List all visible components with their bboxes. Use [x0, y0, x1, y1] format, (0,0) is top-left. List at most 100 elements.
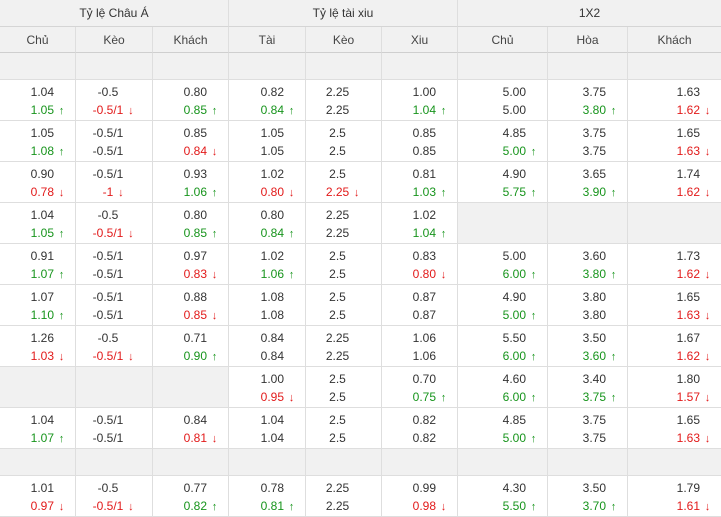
opening-odds-value: 2.5: [306, 124, 381, 142]
odds-text: 0.77: [183, 481, 207, 495]
current-odds-value: 1.06 ↑: [153, 183, 228, 201]
current-odds-value: 0.90 ↑: [153, 347, 228, 365]
odds-cell: 2.25 2.25: [306, 476, 382, 517]
current-odds-value: 5.00 ↑: [458, 306, 547, 324]
opening-odds-value: 1.80: [628, 370, 721, 388]
odds-text: 1.74: [676, 167, 700, 181]
odds-text: 0.81: [183, 431, 207, 445]
current-odds-value: 1.04 ↑: [382, 101, 457, 119]
opening-odds-value: -0.5: [76, 329, 152, 347]
odds-text: 1.63: [676, 85, 700, 99]
odds-text: 3.60: [582, 349, 606, 363]
odds-cell: 2.25 2.25: [306, 80, 382, 121]
odds-text: 0.83: [183, 267, 207, 281]
odds-cell: -0.5/1 -0.5/1: [76, 121, 153, 162]
arrow-up-icon: ↑: [58, 433, 65, 445]
current-odds-value: 3.75 ↑: [548, 388, 627, 406]
current-odds-value: 1.07 ↑: [0, 429, 75, 447]
arrow-up-icon: ↑: [288, 269, 295, 281]
arrow-down-icon: ↓: [211, 146, 218, 158]
odds-cell: 0.82 0.82: [382, 408, 458, 449]
odds-text: 1.02: [412, 208, 436, 222]
current-odds-value: 1.08 ↑: [0, 142, 75, 160]
odds-cell: 1.04 1.05 ↑: [0, 80, 76, 121]
odds-text: 1.04: [30, 208, 54, 222]
current-odds-value: 1.05 ↑: [0, 101, 75, 119]
column-header-under: Xiu: [382, 27, 458, 53]
odds-cell: 4.90 5.00 ↑: [458, 285, 548, 326]
odds-text: 5.50: [502, 331, 526, 345]
opening-odds-value: -0.5/1: [76, 165, 152, 183]
current-odds-value: -0.5/1 ↓: [76, 347, 152, 365]
current-odds-value: 1.04 ↑: [382, 224, 457, 242]
odds-text: 0.71: [183, 331, 207, 345]
opening-odds-value: 1.00: [382, 83, 457, 101]
group-header-asian-handicap: Tỷ lệ Châu Á: [0, 0, 229, 27]
opening-odds-value: 0.71: [153, 329, 228, 347]
empty-row-cell: [76, 53, 153, 80]
current-odds-value: 0.80 ↓: [229, 183, 305, 201]
odds-text: 3.70: [582, 499, 606, 513]
odds-text: 1.79: [676, 481, 700, 495]
current-odds-value: -0.5/1: [76, 265, 152, 283]
odds-cell: 3.65 3.90 ↑: [548, 162, 628, 203]
odds-text: 2.5: [329, 308, 346, 322]
opening-odds-value: 0.83: [382, 247, 457, 265]
odds-cell: 1.07 1.10 ↑: [0, 285, 76, 326]
column-header-away-win: Khách: [628, 27, 721, 53]
arrow-down-icon: ↓: [211, 310, 218, 322]
odds-text: 0.85: [183, 126, 207, 140]
empty-row-cell: [458, 53, 548, 80]
opening-odds-value: 1.05: [229, 124, 305, 142]
current-odds-value: 0.80 ↓: [382, 265, 457, 283]
current-odds-value: -0.5/1: [76, 306, 152, 324]
odds-text: 1.05: [260, 144, 284, 158]
odds-text: 1.62: [676, 349, 700, 363]
odds-cell: 1.04 1.07 ↑: [0, 408, 76, 449]
arrow-down-icon: ↓: [440, 501, 447, 513]
opening-odds-value: 0.82: [229, 83, 305, 101]
odds-text: 3.50: [582, 331, 606, 345]
current-odds-value: 0.95 ↓: [229, 388, 305, 406]
odds-text: 1.65: [676, 126, 700, 140]
odds-text: 2.5: [329, 144, 346, 158]
current-odds-value: 3.75: [548, 142, 627, 160]
odds-text: 3.80: [582, 290, 606, 304]
odds-text: 0.80: [260, 185, 284, 199]
opening-odds-value: 0.70: [382, 370, 457, 388]
current-odds-value: 0.85: [382, 142, 457, 160]
odds-text: 0.98: [412, 499, 436, 513]
odds-text: 1.04: [260, 431, 284, 445]
current-odds-value: 2.5: [306, 429, 381, 447]
group-header-over-under: Tỷ lệ tài xiu: [229, 0, 458, 27]
current-odds-value: 1.05: [229, 142, 305, 160]
odds-text: 0.90: [30, 167, 54, 181]
odds-cell: 0.82 0.84 ↑: [229, 80, 306, 121]
arrow-up-icon: ↑: [610, 269, 617, 281]
odds-cell: [0, 367, 76, 408]
empty-row-cell: [306, 53, 382, 80]
opening-odds-value: 4.85: [458, 411, 547, 429]
odds-cell: 1.73 1.62 ↓: [628, 244, 721, 285]
odds-cell: 3.75 3.75: [548, 121, 628, 162]
current-odds-value: 3.60 ↑: [548, 347, 627, 365]
arrow-down-icon: ↓: [704, 351, 711, 363]
odds-text: 3.75: [582, 144, 606, 158]
opening-odds-value: 1.26: [0, 329, 75, 347]
odds-cell: 4.30 5.50 ↑: [458, 476, 548, 517]
odds-text: 3.80: [582, 103, 606, 117]
opening-odds-value: 1.63: [628, 83, 721, 101]
odds-text: 1.02: [260, 167, 284, 181]
current-odds-value: 1.04: [229, 429, 305, 447]
opening-odds-value: -0.5: [76, 479, 152, 497]
odds-cell: 1.00 1.04 ↑: [382, 80, 458, 121]
odds-text: 1.04: [260, 413, 284, 427]
odds-cell: 1.04 1.04: [229, 408, 306, 449]
arrow-down-icon: ↓: [704, 310, 711, 322]
current-odds-value: 1.05 ↑: [0, 224, 75, 242]
opening-odds-value: 2.5: [306, 411, 381, 429]
odds-cell: 0.77 0.82 ↑: [153, 476, 229, 517]
odds-text: 2.25: [325, 499, 350, 513]
odds-cell: 4.85 5.00 ↑: [458, 121, 548, 162]
